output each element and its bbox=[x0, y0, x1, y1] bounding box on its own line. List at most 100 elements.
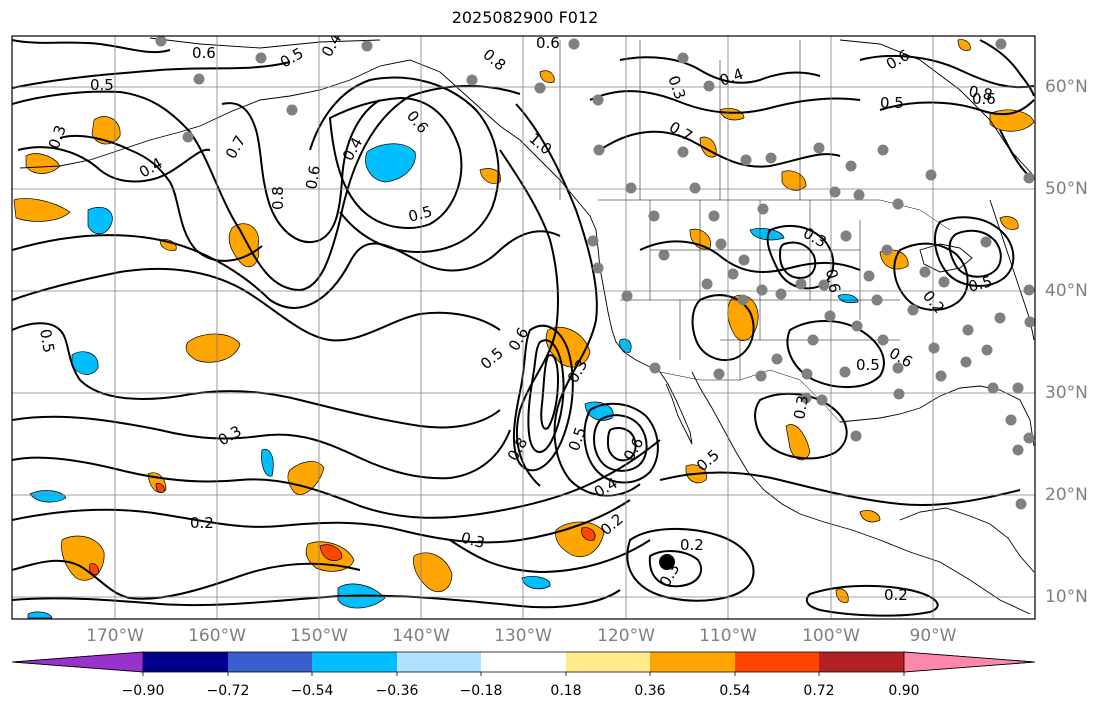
colorbar-tick-label: −0.90 bbox=[121, 683, 165, 699]
alaska-north bbox=[149, 37, 381, 49]
gulf-coast bbox=[839, 385, 1035, 447]
station-dot bbox=[155, 36, 167, 47]
contour-line bbox=[893, 242, 969, 311]
colorbar-tick-label: −0.72 bbox=[206, 683, 250, 699]
longitude-label: 120°W bbox=[597, 626, 655, 646]
station-dot bbox=[740, 154, 752, 166]
colorbar-segment bbox=[735, 652, 819, 672]
colorbar-segment bbox=[650, 652, 735, 672]
contour-line bbox=[626, 528, 755, 602]
station-dot bbox=[928, 342, 940, 354]
mexico-west-coast bbox=[691, 371, 1031, 615]
station-dot bbox=[877, 334, 889, 346]
station-dot bbox=[1012, 444, 1024, 456]
station-dot bbox=[466, 74, 478, 86]
latitude-label: 60°N bbox=[1045, 77, 1088, 97]
contour-line bbox=[786, 320, 885, 389]
contour-label: 0.5 bbox=[880, 94, 904, 112]
contour-label: 0.2 bbox=[190, 514, 214, 532]
station-dot bbox=[713, 368, 725, 380]
station-dot bbox=[801, 368, 813, 380]
contour-label: 0.6 bbox=[972, 90, 996, 108]
station-dot bbox=[824, 310, 836, 322]
station-dot bbox=[1023, 284, 1035, 296]
station-dot bbox=[649, 362, 661, 374]
station-dot bbox=[534, 82, 546, 94]
contour-line bbox=[309, 76, 500, 254]
positive-area bbox=[13, 198, 71, 222]
station-dot bbox=[1024, 316, 1035, 328]
colorbar-segment bbox=[11, 651, 144, 673]
canada-coast bbox=[569, 191, 617, 343]
contour-line bbox=[805, 584, 939, 617]
negative-area bbox=[365, 143, 416, 183]
us-canada-border bbox=[598, 199, 951, 231]
positive-area bbox=[413, 552, 453, 593]
colorbar bbox=[11, 651, 1036, 676]
station-dot bbox=[648, 210, 660, 222]
positive-area bbox=[785, 424, 811, 461]
contour-line bbox=[328, 96, 463, 229]
longitude-label: 100°W bbox=[802, 626, 860, 646]
colorbar-segment bbox=[819, 652, 904, 672]
colorbar-segment bbox=[143, 652, 228, 672]
station-markers bbox=[155, 36, 1035, 510]
center-marker bbox=[659, 554, 675, 570]
contour-label: 0.5 bbox=[856, 356, 880, 374]
contour-line bbox=[639, 240, 861, 273]
station-dot bbox=[737, 294, 749, 306]
station-dot bbox=[715, 238, 727, 250]
contour-label: 0.5 bbox=[406, 202, 434, 226]
positive-area bbox=[228, 223, 260, 268]
station-dot bbox=[592, 94, 604, 106]
station-dot bbox=[182, 131, 194, 143]
station-dot bbox=[800, 392, 812, 404]
station-dot bbox=[1023, 172, 1035, 184]
contour-label: 0.5 bbox=[966, 272, 994, 296]
station-dot bbox=[701, 278, 713, 290]
yucatan bbox=[899, 507, 1035, 573]
longitude-label: 130°W bbox=[494, 626, 552, 646]
contour-line bbox=[12, 589, 621, 609]
station-dot bbox=[960, 356, 972, 368]
station-dot bbox=[1023, 432, 1035, 444]
great-lakes bbox=[919, 243, 973, 273]
station-dot bbox=[892, 198, 904, 210]
colorbar-tick-label: −0.18 bbox=[459, 683, 503, 699]
positive-area bbox=[539, 70, 555, 83]
longitude-label: 90°W bbox=[909, 626, 957, 646]
station-dot bbox=[839, 366, 851, 378]
station-dot bbox=[813, 142, 825, 154]
contour-line bbox=[221, 99, 381, 243]
contour-line bbox=[979, 39, 1035, 97]
station-dot bbox=[592, 262, 604, 274]
contour-label: 0.5 bbox=[36, 328, 58, 355]
map-title: 2025082900 F012 bbox=[451, 8, 599, 27]
station-dot bbox=[1015, 498, 1027, 510]
station-dot bbox=[677, 146, 689, 158]
station-dot bbox=[987, 382, 999, 394]
contour-line bbox=[933, 216, 1015, 287]
latitude-label: 30°N bbox=[1045, 383, 1088, 403]
station-dot bbox=[621, 290, 633, 302]
colorbar-segment bbox=[228, 652, 312, 672]
station-dot bbox=[919, 266, 931, 278]
strong-positive-area bbox=[581, 527, 596, 541]
station-dot bbox=[816, 394, 828, 406]
negative-area bbox=[261, 448, 274, 477]
positive-area bbox=[989, 109, 1035, 132]
station-dot bbox=[851, 320, 863, 332]
contour-line bbox=[515, 103, 641, 497]
station-dot bbox=[756, 284, 768, 296]
station-dot bbox=[1012, 382, 1024, 394]
negative-area bbox=[71, 351, 99, 375]
negative-area bbox=[29, 490, 67, 503]
station-dot bbox=[962, 324, 974, 336]
colorbar-tick-label: 0.18 bbox=[550, 683, 582, 699]
contour-label: 0.6 bbox=[822, 268, 844, 295]
station-dot bbox=[807, 334, 819, 346]
station-dot bbox=[871, 294, 883, 306]
station-dot bbox=[587, 235, 599, 247]
contour-line bbox=[619, 56, 821, 84]
